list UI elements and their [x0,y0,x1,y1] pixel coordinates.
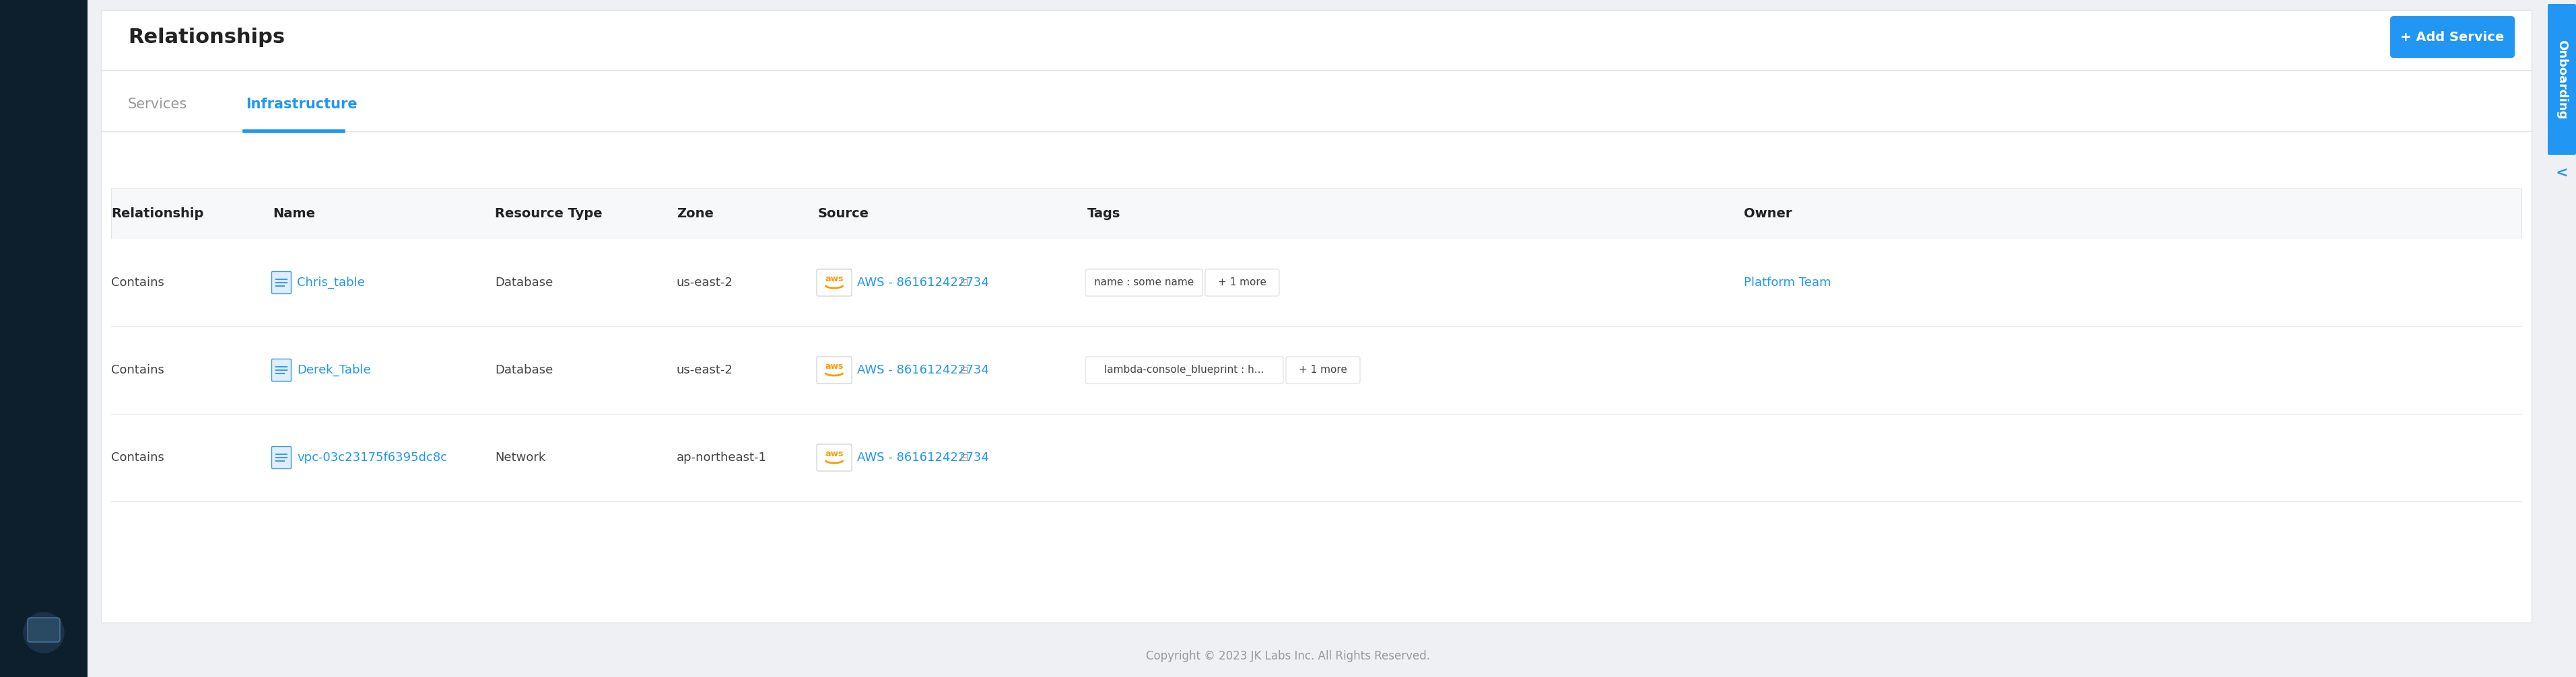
Text: ⊟: ⊟ [961,452,969,462]
Text: Contains: Contains [111,452,165,464]
Text: Services: Services [129,97,188,111]
Text: Name: Name [273,207,314,220]
Text: Copyright © 2023 JK Labs Inc. All Rights Reserved.: Copyright © 2023 JK Labs Inc. All Rights… [1146,650,1430,662]
Text: Relationship: Relationship [111,207,204,220]
Text: Chris_table: Chris_table [296,276,366,289]
FancyBboxPatch shape [28,618,59,642]
Text: AWS - 861612422734: AWS - 861612422734 [858,364,989,376]
FancyBboxPatch shape [817,444,853,471]
Text: Derek_Table: Derek_Table [296,364,371,376]
Text: Tags: Tags [1087,207,1121,220]
Text: + Add Service: + Add Service [2401,30,2504,43]
FancyBboxPatch shape [1084,357,1283,384]
Text: us-east-2: us-east-2 [677,364,734,376]
Text: us-east-2: us-east-2 [677,277,734,288]
FancyBboxPatch shape [1285,357,1360,384]
Text: Database: Database [495,364,554,376]
FancyBboxPatch shape [111,326,2522,414]
FancyBboxPatch shape [100,10,2532,622]
Text: <: < [2555,167,2568,180]
Text: lambda-console_blueprint : h...: lambda-console_blueprint : h... [1105,365,1265,376]
Text: aws: aws [824,450,842,458]
Text: Source: Source [819,207,868,220]
Text: + 1 more: + 1 more [1298,365,1347,375]
FancyBboxPatch shape [817,269,853,296]
FancyBboxPatch shape [111,414,2522,502]
FancyBboxPatch shape [2548,4,2576,155]
FancyBboxPatch shape [111,188,2522,239]
Text: name : some name: name : some name [1095,278,1193,288]
FancyBboxPatch shape [270,359,291,381]
Text: ap-northeast-1: ap-northeast-1 [677,452,768,464]
FancyBboxPatch shape [817,357,853,384]
FancyBboxPatch shape [1206,269,1280,296]
Text: aws: aws [824,274,842,283]
FancyBboxPatch shape [1084,269,1203,296]
FancyBboxPatch shape [0,0,88,677]
Text: Owner: Owner [1744,207,1793,220]
Text: Relationships: Relationships [129,27,286,47]
Text: Zone: Zone [677,207,714,220]
Text: aws: aws [824,362,842,370]
Text: ⊟: ⊟ [961,278,969,288]
Text: Network: Network [495,452,546,464]
Text: Resource Type: Resource Type [495,207,603,220]
Text: Platform Team: Platform Team [1744,277,1832,288]
Text: AWS - 861612422734: AWS - 861612422734 [858,452,989,464]
FancyBboxPatch shape [270,271,291,294]
Text: Contains: Contains [111,277,165,288]
Text: Contains: Contains [111,364,165,376]
Text: Infrastructure: Infrastructure [245,97,358,111]
Text: AWS - 861612422734: AWS - 861612422734 [858,277,989,288]
FancyBboxPatch shape [270,447,291,468]
FancyBboxPatch shape [111,239,2522,326]
Text: Onboarding: Onboarding [2555,39,2568,119]
FancyBboxPatch shape [2391,16,2514,58]
Text: ⊟: ⊟ [961,365,969,375]
Text: vpc-03c23175f6395dc8c: vpc-03c23175f6395dc8c [296,452,448,464]
Circle shape [23,613,64,653]
Text: + 1 more: + 1 more [1218,278,1267,288]
Text: Database: Database [495,277,554,288]
